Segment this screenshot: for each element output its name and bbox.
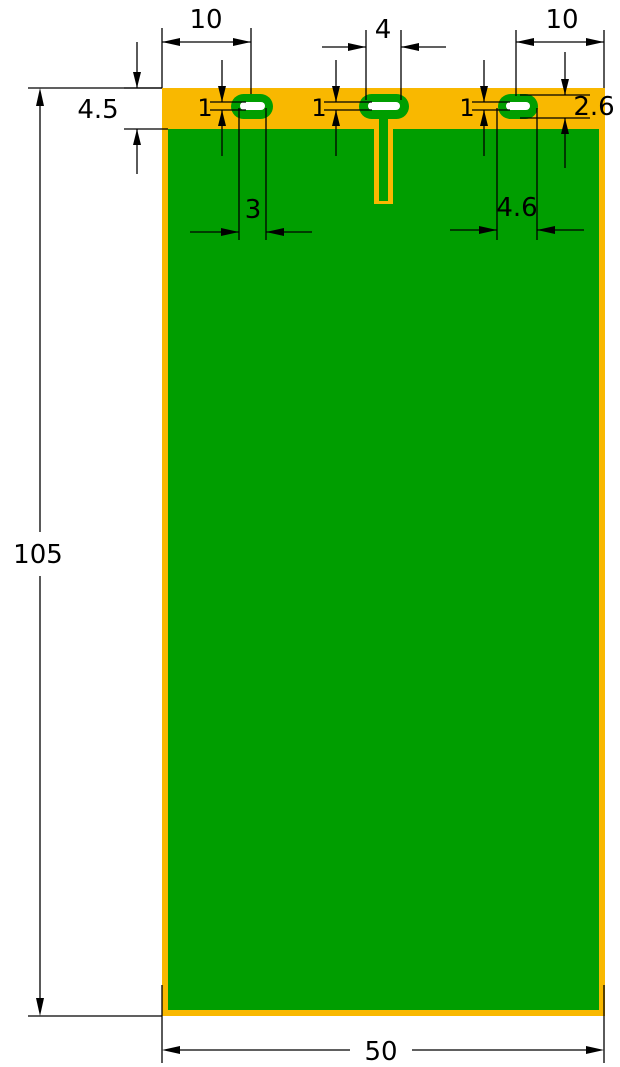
dimension-overall-height: 105 bbox=[13, 87, 162, 1017]
overall-height-label: 105 bbox=[13, 540, 63, 570]
dimension-slot-width-right: 1 bbox=[459, 60, 510, 156]
overall-width-label: 50 bbox=[364, 1037, 397, 1067]
dimension-right-offset: 10 bbox=[515, 5, 605, 96]
left-slot bbox=[231, 94, 273, 119]
right-slot-label: 4.6 bbox=[496, 193, 537, 223]
slot-width-left-label: 1 bbox=[197, 94, 212, 122]
dimension-left-slot: 3 bbox=[190, 108, 312, 240]
dimension-right-slot: 4.6 bbox=[450, 108, 584, 240]
dimension-slot-width-left: 1 bbox=[197, 60, 246, 156]
board bbox=[162, 88, 605, 1016]
slot-width-right-label: 1 bbox=[459, 94, 474, 122]
left-slot-opening bbox=[240, 102, 265, 110]
top-strip-label: 4.5 bbox=[77, 95, 118, 125]
dimension-left-offset: 10 bbox=[161, 5, 252, 94]
left-offset-label: 10 bbox=[189, 5, 222, 35]
dimension-overall-width: 50 bbox=[161, 985, 605, 1067]
dimension-top-strip: 4.5 bbox=[77, 42, 168, 174]
center-slot-opening bbox=[368, 102, 400, 110]
slot-width-center-label: 1 bbox=[311, 94, 326, 122]
center-slot-label: 4 bbox=[375, 15, 392, 45]
right-offset-label: 10 bbox=[545, 5, 578, 35]
right-slot bbox=[498, 94, 538, 119]
center-slot bbox=[359, 94, 409, 119]
dimension-right-ring-height: 2.6 bbox=[520, 52, 615, 168]
right-ring-height-label: 2.6 bbox=[573, 92, 614, 122]
left-slot-label: 3 bbox=[245, 195, 262, 225]
ground-plane bbox=[168, 129, 599, 1010]
right-slot-opening bbox=[506, 102, 530, 110]
feed-line-inner bbox=[379, 112, 388, 201]
dimension-slot-width-center: 1 bbox=[311, 60, 372, 156]
dimension-center-slot: 4 bbox=[322, 15, 446, 100]
